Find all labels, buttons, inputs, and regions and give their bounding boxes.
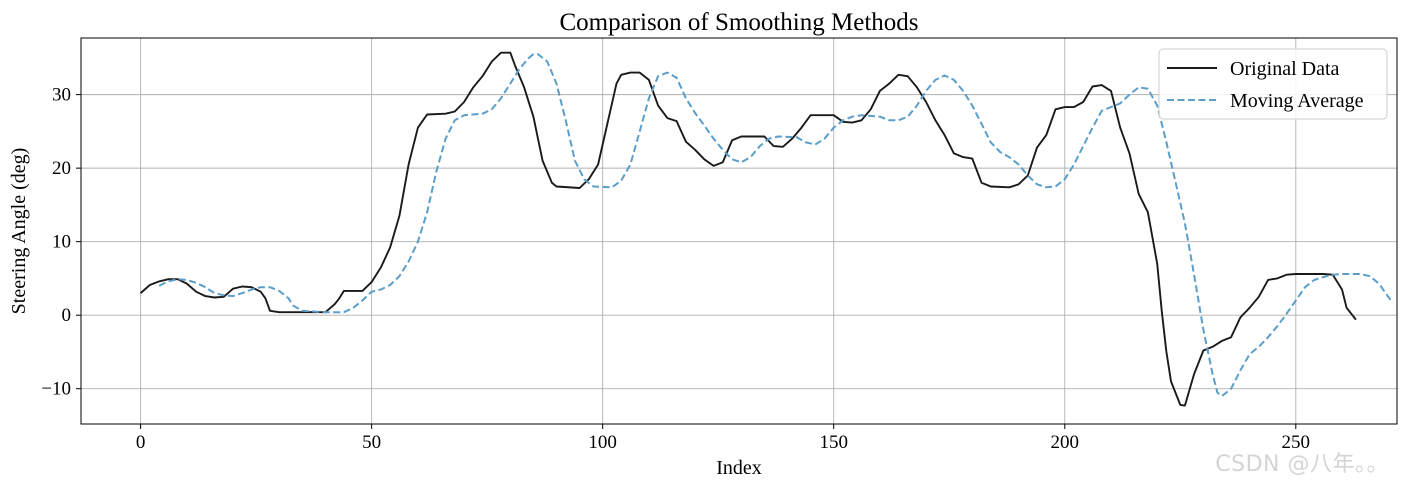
- axis-ticks: 0 50 100 150 200 250 −10 0 10 20 30: [41, 85, 1310, 453]
- chart-title: Comparison of Smoothing Methods: [559, 9, 918, 36]
- x-tick-label: 150: [819, 432, 848, 453]
- series-layer: [139, 51, 1394, 407]
- x-tick-label: 0: [136, 432, 146, 453]
- x-tick-label: 100: [588, 432, 617, 453]
- x-axis-title: Index: [716, 457, 762, 479]
- series-line-original-data: [139, 51, 1357, 407]
- legend-label: Moving Average: [1230, 90, 1364, 112]
- legend-label: Original Data: [1230, 58, 1340, 80]
- y-tick-label: 0: [62, 305, 72, 326]
- x-tick-label: 250: [1282, 432, 1311, 453]
- y-tick-label: 20: [52, 158, 71, 179]
- y-tick-label: 30: [52, 85, 71, 106]
- y-axis-title: Steering Angle (deg): [8, 148, 30, 315]
- legend-box: [1158, 48, 1388, 120]
- legend: Original Data Moving Average: [1158, 48, 1388, 120]
- y-tick-label: −10: [41, 379, 71, 400]
- series-line-moving-average: [158, 53, 1394, 398]
- watermark-text: CSDN @八年。。: [1215, 452, 1389, 477]
- y-tick-label: 10: [52, 232, 71, 253]
- x-tick-label: 50: [362, 432, 381, 453]
- plot-frame: [80, 37, 1398, 425]
- x-tick-label: 200: [1051, 432, 1080, 453]
